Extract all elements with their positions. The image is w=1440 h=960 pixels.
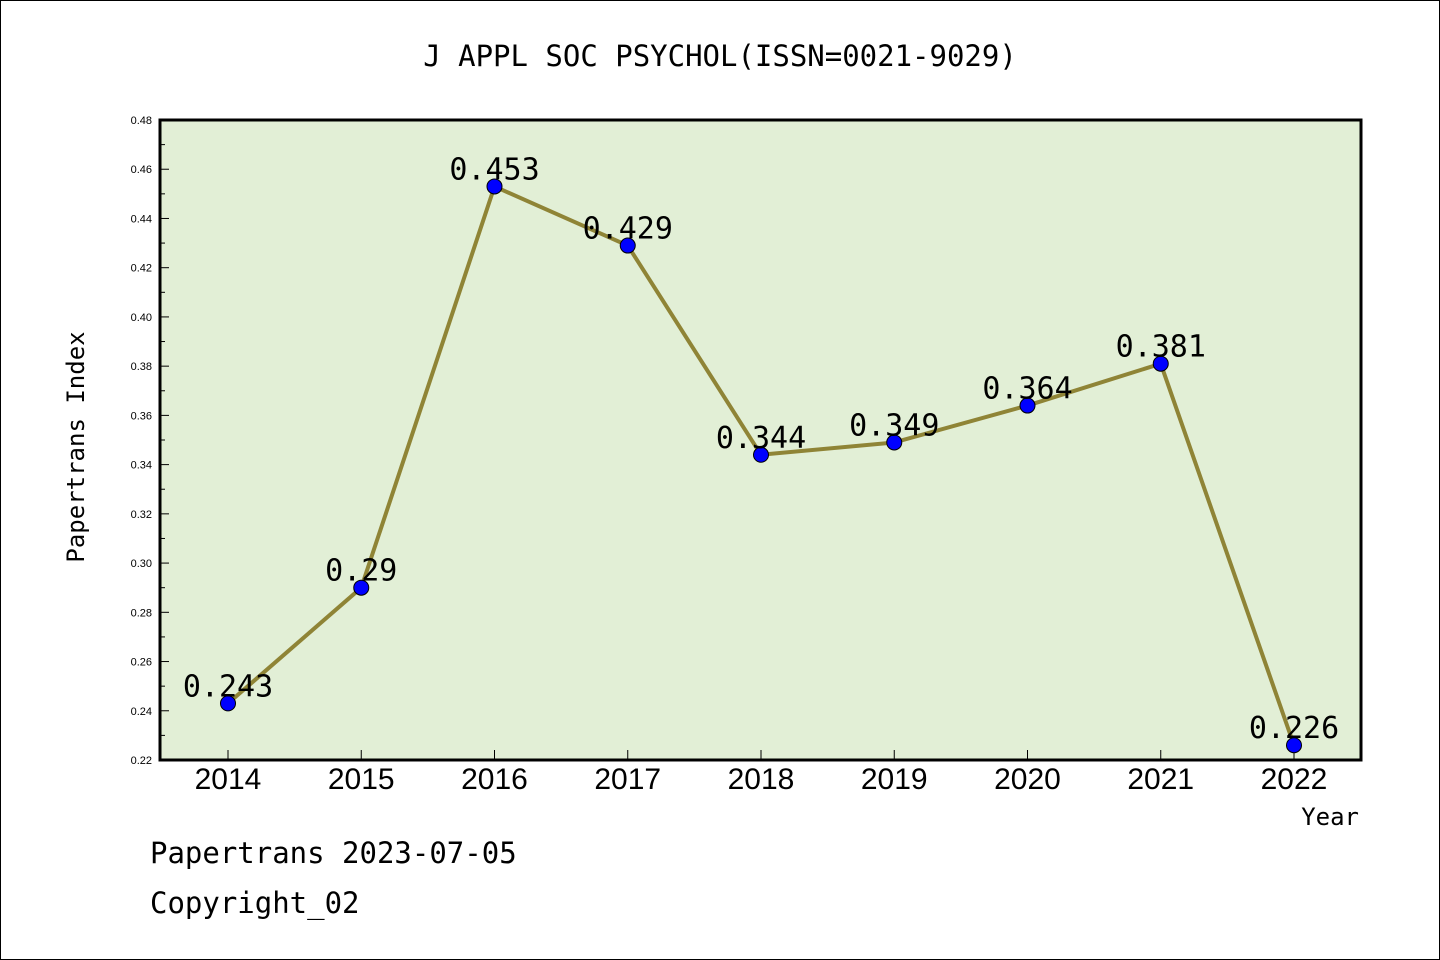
- y-tick-label: 0.46: [131, 164, 152, 176]
- y-axis: 0.22 0.24 0.26 0.28 0.30 0.32 0.34 0.36 0.38 0.40…: [131, 115, 169, 767]
- y-tick-label: 0.36: [131, 410, 152, 422]
- data-label: 0.243: [183, 669, 273, 704]
- footer-copyright: Copyright_02: [150, 886, 360, 920]
- data-point: [1286, 737, 1302, 754]
- data-labels: 0.243 0.29 0.453 0.429 0.344 0.349 0.364 0.381 0…: [183, 152, 1339, 746]
- data-label: 0.429: [583, 212, 673, 247]
- footer-date: Papertrans 2023-07-05: [150, 836, 517, 870]
- data-label: 0.349: [849, 408, 939, 443]
- x-tick-label: 2014: [195, 763, 262, 796]
- data-label: 0.29: [325, 554, 397, 589]
- plot-area: [160, 120, 1361, 760]
- data-point: [353, 579, 370, 596]
- data-point: [619, 237, 636, 254]
- x-tick-label: 2016: [461, 763, 528, 796]
- data-point: [753, 446, 769, 463]
- x-tick-label: 2022: [1261, 763, 1328, 796]
- y-tick-label: 0.38: [131, 361, 152, 373]
- x-tick-label: 2019: [861, 763, 928, 796]
- data-point: [486, 178, 503, 195]
- x-tick-label: 2021: [1127, 763, 1194, 796]
- x-tick-label: 2017: [594, 763, 661, 796]
- data-point: [220, 695, 236, 712]
- y-tick-label: 0.32: [131, 509, 152, 521]
- data-point: [1152, 355, 1169, 372]
- x-tick-label: 2020: [994, 763, 1061, 796]
- plot-border: [158, 118, 1363, 762]
- y-tick-label: 0.40: [131, 312, 152, 324]
- y-axis-label: Papertrans Index: [62, 331, 90, 562]
- chart-title: J APPL SOC PSYCHOL(ISSN=0021-9029): [423, 39, 1017, 73]
- data-point: [1019, 397, 1036, 414]
- data-label: 0.364: [982, 372, 1072, 407]
- y-tick-label: 0.28: [131, 607, 152, 619]
- data-label: 0.344: [716, 421, 806, 456]
- y-tick-label: 0.42: [131, 263, 152, 275]
- data-label: 0.453: [449, 152, 539, 187]
- y-tick-label: 0.22: [131, 755, 152, 767]
- x-axis: 2014 2015 2016 2017 2018 2019 2020 2021 2022: [195, 750, 1328, 796]
- y-tick-label: 0.34: [131, 460, 152, 472]
- y-tick-label: 0.26: [131, 657, 152, 669]
- y-tick-label: 0.44: [131, 213, 152, 225]
- data-label: 0.226: [1249, 711, 1339, 746]
- data-markers: [220, 178, 1302, 754]
- data-label: 0.381: [1116, 330, 1206, 365]
- y-tick-label: 0.24: [131, 706, 152, 718]
- y-tick-label: 0.30: [131, 558, 152, 570]
- x-axis-label: Year: [1301, 803, 1359, 831]
- y-tick-label: 0.48: [131, 115, 152, 127]
- x-tick-label: 2015: [328, 763, 395, 796]
- x-tick-label: 2018: [728, 763, 795, 796]
- data-point: [886, 434, 903, 451]
